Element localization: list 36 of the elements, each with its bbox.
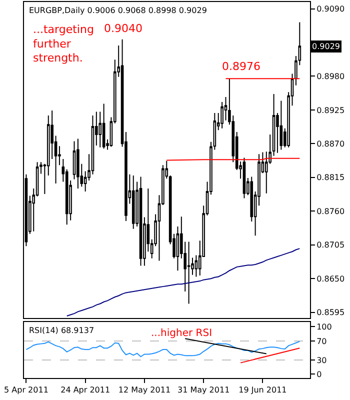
- candlestick: [187, 241, 190, 304]
- y-tick-label: 0.8870: [316, 139, 345, 148]
- x-tick-label: 24 Apr 2011: [60, 386, 110, 395]
- y-tick-label: 0.8705: [316, 240, 345, 250]
- annotation: 0.9029: [312, 42, 340, 51]
- candlestick: [242, 157, 246, 199]
- x-tick-label: 12 May 2011: [118, 386, 171, 395]
- y-tick-label: 0.8595: [316, 308, 345, 318]
- candlestick: [132, 175, 135, 230]
- line-series: [66, 248, 300, 316]
- x-tick-label: 19 Jun 2011: [238, 386, 287, 395]
- text: EURGBP,Daily 0.9006 0.9068 0.8998 0.9029: [29, 6, 207, 15]
- annotation: 0.8976: [222, 60, 260, 73]
- candlestick: [272, 93, 276, 156]
- y-tick-label: 70: [316, 336, 327, 346]
- x-tick-label: 5 Apr 2011: [4, 386, 48, 395]
- y-tick-label: 0.8925: [316, 106, 345, 115]
- candlestick: [76, 138, 80, 189]
- y-tick-label: 0.8760: [316, 206, 345, 216]
- y-tick-label: 30: [316, 356, 327, 365]
- annotation: 0.9040: [104, 22, 142, 35]
- y-tick-label: 0.8650: [316, 274, 345, 284]
- y-tick-label: 100: [316, 322, 332, 332]
- y-tick-label: 0.9090: [316, 4, 345, 14]
- x-tick-label: 31 May 2011: [177, 386, 230, 395]
- candlestick: [102, 103, 106, 150]
- y-tick-label: 0: [316, 370, 322, 380]
- annotation: ...targeting further strength.: [33, 23, 94, 65]
- candlestick: [280, 100, 283, 150]
- y-tick-label: 0.8980: [316, 72, 345, 82]
- text: RSI(14) 68.9137: [29, 326, 94, 335]
- candlestick: [139, 176, 142, 266]
- line-series: [26, 340, 300, 358]
- annotation: ...higher RSI: [151, 328, 212, 339]
- candlestick: [220, 101, 224, 129]
- y-tick-label: 0.8815: [316, 173, 345, 182]
